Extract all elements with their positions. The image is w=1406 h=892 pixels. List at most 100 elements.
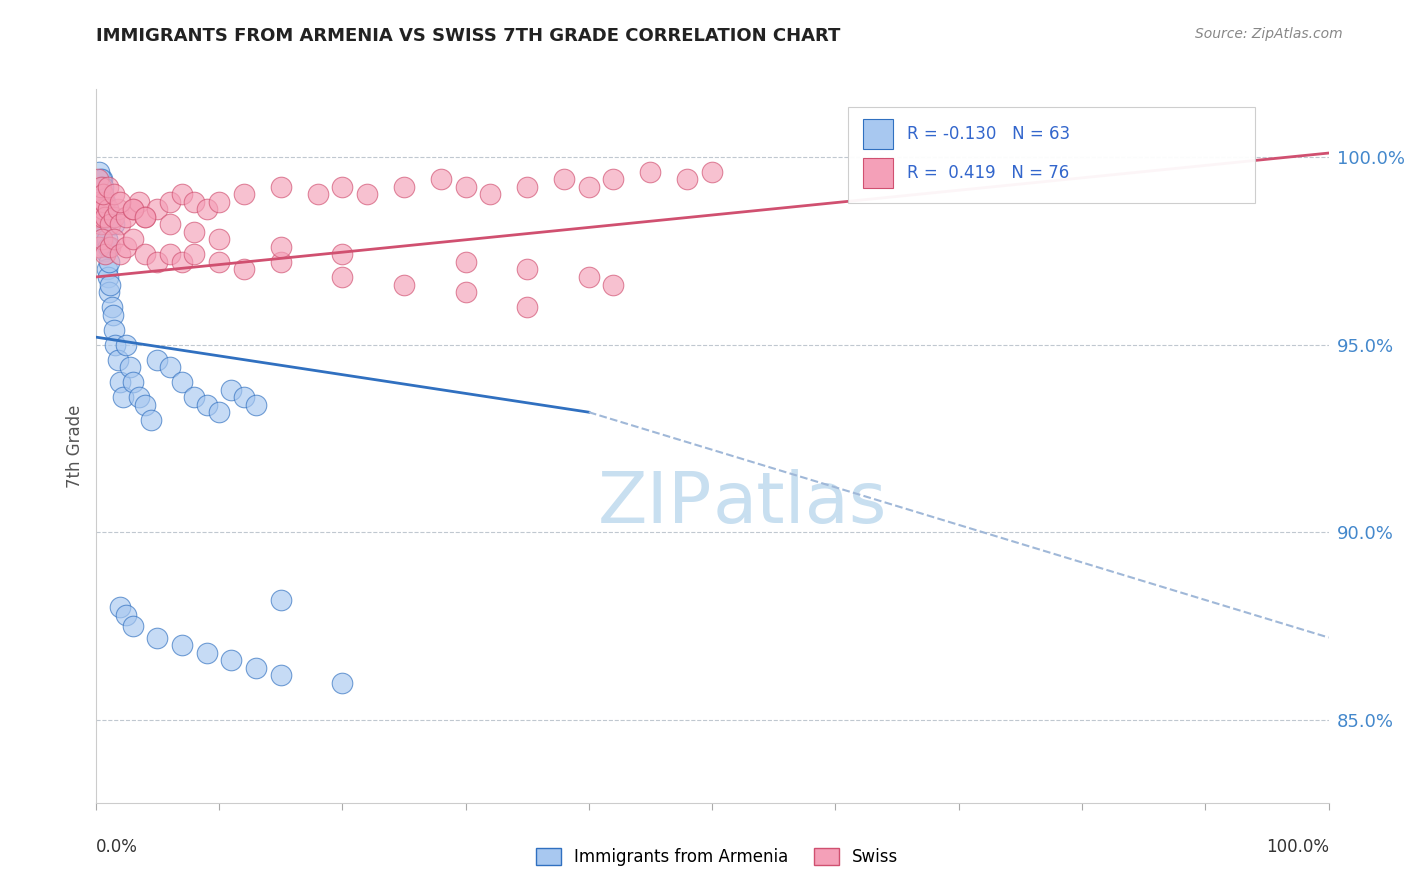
Point (208, 405, 231, 419)
Text: Source: ZipAtlas.com: Source: ZipAtlas.com (1195, 27, 1343, 41)
Point (86, 187, 108, 202)
Point (89, 202, 111, 217)
Point (103, 210, 125, 224)
Point (93, 194, 115, 209)
Point (120, 360, 142, 375)
Point (146, 352, 169, 367)
Point (97, 240, 120, 254)
Text: 100.0%: 100.0% (1265, 838, 1329, 856)
Point (115, 210, 138, 224)
Point (91, 210, 114, 224)
Point (640, 165, 662, 179)
Text: R =  0.419   N = 76: R = 0.419 N = 76 (907, 164, 1069, 182)
Point (107, 352, 129, 367)
Point (115, 607, 138, 622)
Point (195, 398, 218, 412)
Point (89, 165, 111, 179)
Point (93, 240, 115, 254)
Point (87, 202, 110, 217)
Point (98, 255, 121, 269)
Point (270, 593, 292, 607)
Point (91, 202, 114, 217)
Point (516, 262, 538, 277)
Point (89, 240, 111, 254)
Point (90, 179, 112, 194)
Point (392, 179, 415, 194)
Point (183, 247, 205, 261)
Point (115, 240, 138, 254)
Point (89, 194, 111, 209)
Point (454, 179, 477, 194)
Text: R = -0.130   N = 63: R = -0.130 N = 63 (907, 125, 1070, 143)
Point (93, 202, 115, 217)
Point (170, 255, 193, 269)
Point (195, 646, 218, 660)
Point (245, 660, 267, 674)
Point (121, 202, 143, 217)
Point (183, 194, 205, 209)
Point (110, 600, 132, 615)
Point (121, 375, 143, 389)
Point (103, 232, 125, 246)
Point (245, 398, 267, 412)
Point (159, 247, 181, 261)
Point (100, 277, 122, 292)
Point (104, 337, 127, 351)
Point (100, 240, 122, 254)
Text: 0.0%: 0.0% (96, 838, 138, 856)
Point (139, 413, 162, 427)
Point (270, 240, 292, 254)
Point (90, 225, 112, 239)
Point (90, 194, 112, 209)
Point (392, 277, 415, 292)
Point (98, 285, 121, 299)
Point (94, 244, 117, 258)
Point (134, 247, 156, 261)
Point (128, 390, 150, 404)
Point (111, 390, 134, 404)
Point (219, 653, 242, 667)
Point (159, 194, 181, 209)
Point (103, 218, 125, 232)
Point (330, 179, 353, 194)
Point (232, 390, 254, 404)
Point (128, 194, 150, 209)
Point (110, 247, 132, 261)
Point (97, 202, 120, 217)
Point (90, 210, 112, 224)
Point (270, 668, 292, 682)
Point (602, 277, 624, 292)
Point (330, 270, 353, 285)
Point (100, 210, 122, 224)
Point (110, 375, 132, 389)
Point (97, 270, 120, 285)
Point (270, 255, 292, 269)
Point (219, 383, 242, 397)
Point (87, 194, 110, 209)
Point (90, 172, 112, 186)
Point (90, 232, 112, 246)
Point (101, 308, 124, 322)
Point (146, 631, 169, 645)
Point (356, 187, 378, 202)
Point (94, 194, 117, 209)
Text: atlas: atlas (713, 468, 887, 538)
Point (676, 172, 699, 186)
Point (115, 337, 138, 351)
Point (232, 262, 254, 277)
Point (110, 218, 132, 232)
Point (96, 232, 118, 246)
Point (97, 202, 120, 217)
Point (134, 210, 156, 224)
Point (146, 255, 169, 269)
Point (430, 172, 453, 186)
Point (170, 638, 193, 652)
Point (91, 187, 114, 202)
Point (702, 165, 724, 179)
Point (103, 322, 125, 336)
Point (479, 187, 502, 202)
Point (330, 247, 353, 261)
Point (578, 179, 600, 194)
Point (103, 187, 125, 202)
Point (100, 300, 122, 314)
